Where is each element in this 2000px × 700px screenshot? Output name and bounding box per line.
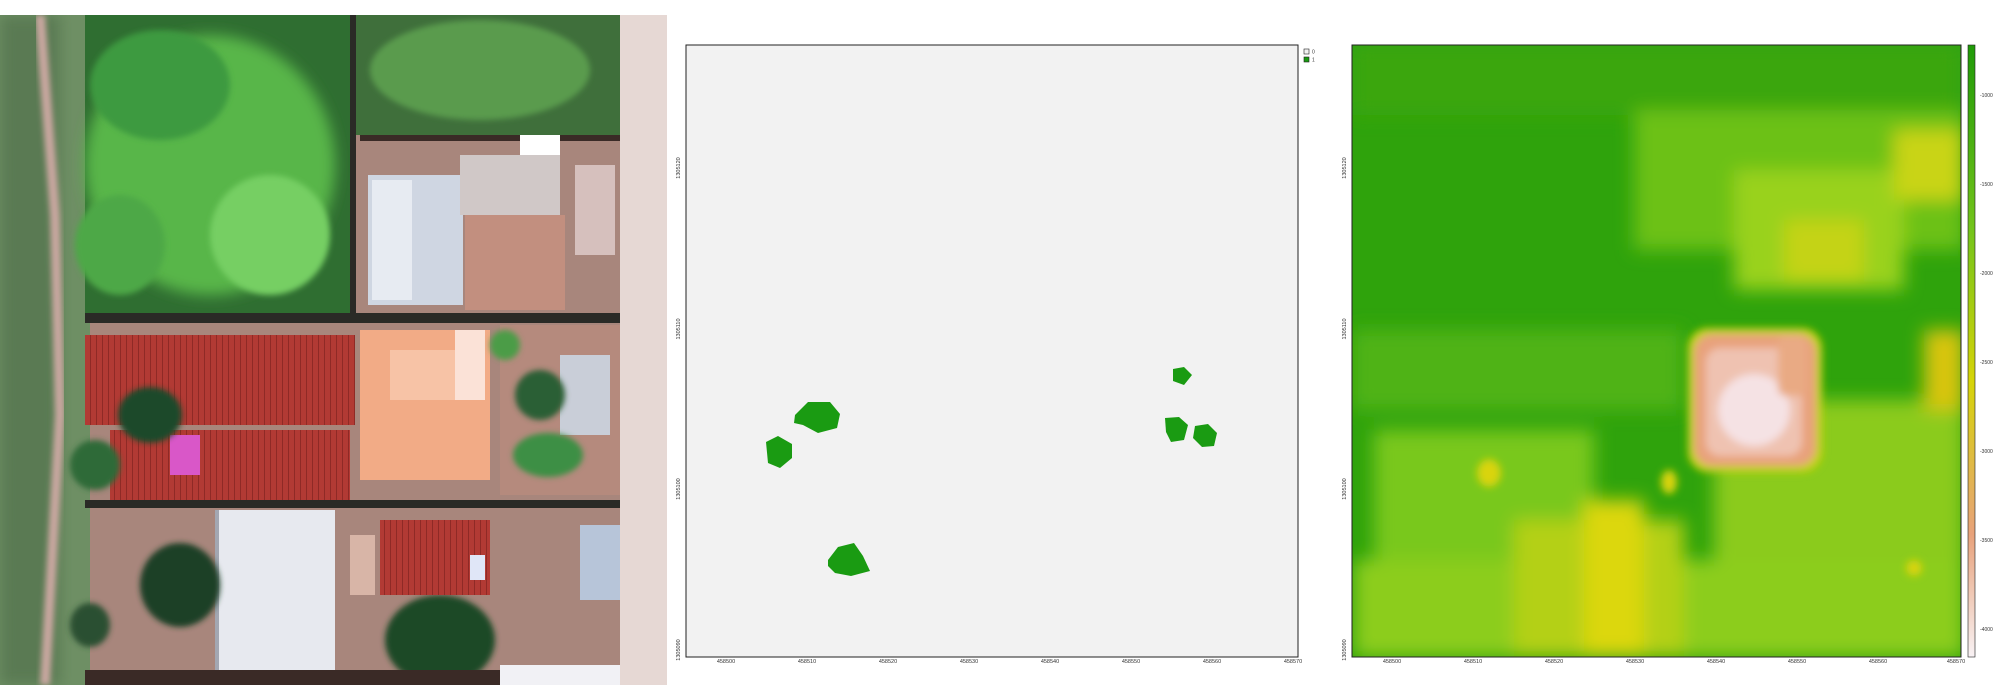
aerial-image bbox=[0, 15, 667, 685]
y-tick-label: 1305100 bbox=[676, 478, 682, 499]
x-tick-label: 458500 bbox=[1383, 659, 1401, 665]
colorbar-tick-label: -4000 bbox=[1980, 627, 1993, 633]
x-axis-ticks: 458500 458510 458520 458530 458540 45855… bbox=[717, 659, 1302, 665]
y-tick-label: 1305090 bbox=[1342, 639, 1348, 660]
y-axis-ticks: 1305090 1305100 1305110 1305120 bbox=[1342, 157, 1348, 660]
map-legend: 0 1 bbox=[1303, 48, 1315, 64]
x-tick-label: 458570 bbox=[1947, 659, 1965, 665]
y-tick-label: 1305110 bbox=[676, 318, 682, 339]
colorbar-tick-label: -1000 bbox=[1980, 93, 1993, 99]
x-tick-label: 458550 bbox=[1788, 659, 1806, 665]
y-tick-label: 1305110 bbox=[1342, 318, 1348, 339]
elevation-map: -1000 -1500 -2000 -2500 -3000 -3500 -400… bbox=[1334, 0, 2000, 700]
tree-patch bbox=[1173, 367, 1192, 385]
x-tick-label: 458520 bbox=[1545, 659, 1563, 665]
y-tick-label: 1305090 bbox=[676, 639, 682, 660]
tree-patch bbox=[828, 543, 870, 576]
x-tick-label: 458510 bbox=[1464, 659, 1482, 665]
x-tick-label: 458510 bbox=[798, 659, 816, 665]
tree-patch bbox=[766, 436, 792, 468]
legend-swatch-1 bbox=[1303, 56, 1310, 63]
x-tick-label: 458570 bbox=[1284, 659, 1302, 665]
tree-patches bbox=[766, 367, 1217, 576]
x-tick-label: 458520 bbox=[879, 659, 897, 665]
tree-patch bbox=[794, 402, 840, 433]
colorbar-tick-label: -3000 bbox=[1980, 449, 1993, 455]
tree-patch bbox=[1165, 417, 1188, 442]
colorbar-tick-label: -3500 bbox=[1980, 538, 1993, 544]
elevation-raster bbox=[1352, 45, 1961, 657]
x-tick-label: 458560 bbox=[1203, 659, 1221, 665]
map-frame bbox=[685, 44, 1299, 658]
colorbar-tick-label: -2500 bbox=[1980, 360, 1993, 366]
legend-label-1: 1 bbox=[1312, 58, 1315, 64]
x-tick-label: 458530 bbox=[1626, 659, 1644, 665]
x-tick-label: 458530 bbox=[960, 659, 978, 665]
colorbar-ramp bbox=[1967, 44, 1976, 658]
x-tick-label: 458540 bbox=[1041, 659, 1059, 665]
x-tick-label: 458500 bbox=[717, 659, 735, 665]
x-axis-ticks: 458500 458510 458520 458530 458540 45855… bbox=[1383, 659, 1965, 665]
x-tick-label: 458540 bbox=[1707, 659, 1725, 665]
tree-patch bbox=[1193, 424, 1217, 447]
map-frame bbox=[1351, 44, 1962, 658]
colorbar-tick-label: -2000 bbox=[1980, 271, 1993, 277]
y-tick-label: 1305100 bbox=[1342, 478, 1348, 499]
colorbar: -1000 -1500 -2000 -2500 -3000 -3500 -400… bbox=[1967, 44, 1993, 658]
y-tick-label: 1305120 bbox=[676, 157, 682, 178]
legend-label-0: 0 bbox=[1312, 50, 1315, 56]
legend-swatch-0 bbox=[1303, 48, 1310, 55]
colorbar-tick-label: -1500 bbox=[1980, 182, 1993, 188]
tree-mask-map: 0 1 458500 458510 458520 458530 458540 4… bbox=[668, 0, 1333, 700]
x-tick-label: 458560 bbox=[1869, 659, 1887, 665]
y-tick-label: 1305120 bbox=[1342, 157, 1348, 178]
y-axis-ticks: 1305090 1305100 1305110 1305120 bbox=[676, 157, 682, 660]
x-tick-label: 458550 bbox=[1122, 659, 1140, 665]
